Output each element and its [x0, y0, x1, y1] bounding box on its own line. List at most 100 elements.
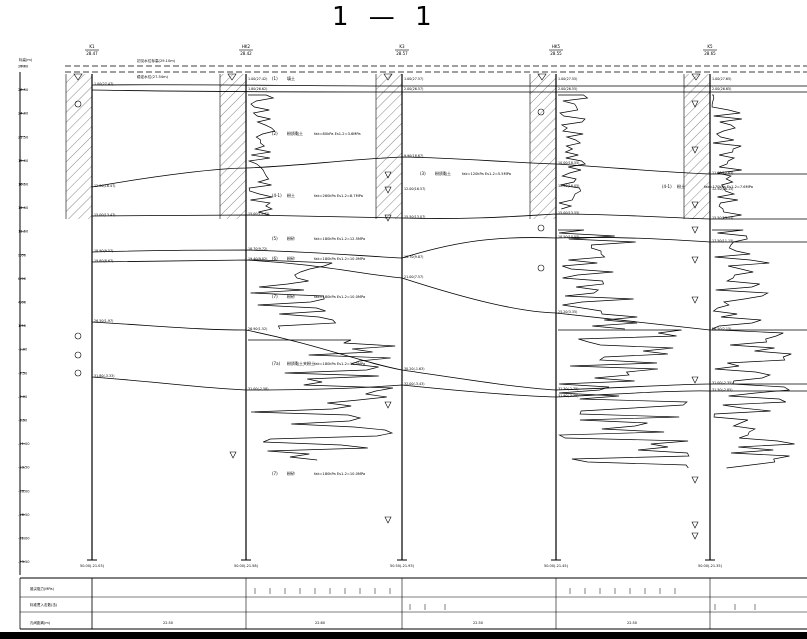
sample-triangle: [229, 451, 237, 459]
depth-label: 15.00(13.47): [94, 213, 115, 217]
cpt-curve: [558, 229, 638, 330]
section-title: 1 — 1: [332, 2, 438, 32]
layer-params: fak=180kPa Es1-2=10.0MPa: [314, 362, 365, 366]
layer-name: 粉砂: [287, 235, 295, 241]
sample-triangle: [691, 226, 699, 234]
water-level-marker: [227, 73, 237, 81]
depth-label: 30.20(-1.63): [404, 367, 425, 371]
layer-params: fak=80kPa Es1-2=3.6MPa: [314, 132, 361, 136]
elevation-tick-label: 21.50: [18, 135, 29, 139]
sample-symbol: [74, 332, 82, 340]
borehole-id: HK5: [552, 44, 561, 49]
layer-code: (7a): [272, 361, 281, 366]
layer-name: 粉质黏土: [287, 130, 303, 136]
layer-boundary: [91, 259, 807, 331]
depth-label: 31.00(-2.58): [248, 387, 269, 391]
spacing-value: 22.50: [627, 621, 637, 625]
depth-label: 31.00(-2.35): [712, 381, 733, 385]
elevation-tick-label: -1.00: [18, 348, 28, 352]
fill-layer-hatch: [376, 74, 402, 219]
elevation-tick-label: -21.00: [18, 537, 30, 541]
water-level-marker: [73, 73, 83, 81]
sample-triangle: [691, 100, 699, 108]
table-row-label: 孔间距离(m): [30, 620, 51, 625]
layer-boundary: [91, 376, 807, 398]
sample-symbol: [537, 108, 545, 116]
depth-label: 1.00(27.47): [94, 82, 113, 86]
depth-label: 31.50(-2.85): [712, 388, 733, 392]
depth-label: 18.70(9.87): [404, 255, 423, 259]
layer-code: (6): [272, 256, 278, 261]
layer-boundary: [91, 213, 807, 220]
elevation-tick-label: 24.00: [18, 112, 29, 116]
depth-label: 19.80(8.67): [94, 259, 113, 263]
sample-symbol: [537, 224, 545, 232]
depth-label: 1.00(27.42): [248, 77, 267, 81]
elevation-tick-label: 4.00: [18, 301, 27, 305]
depth-label: 12.00(16.47): [94, 184, 115, 188]
layer-name: 粉砂: [287, 255, 295, 261]
sample-triangle: [691, 256, 699, 264]
layer-boundary: [91, 321, 807, 391]
sample-triangle: [384, 401, 392, 409]
borehole-id: K5: [707, 44, 713, 49]
layer-params: fak=260kPa Es1-2=8.7MPa: [314, 194, 363, 198]
elevation-tick-label: -6.00: [18, 395, 28, 399]
borehole-elevation: 28.65: [704, 51, 716, 56]
layer-boundary: [91, 89, 807, 93]
borehole-bottom-label: 50.00(-21.03): [80, 564, 105, 568]
layer-name: 粉质黏土: [435, 170, 451, 176]
sample-triangle: [691, 376, 699, 384]
depth-label: 26.50(1.97): [94, 319, 113, 323]
depth-label: 18.50(10.05): [558, 235, 579, 239]
layer-code: (7): [272, 294, 278, 299]
elevation-tick-label: 26.50: [18, 88, 29, 92]
layer-name: 粉质黏土夹粉土: [287, 360, 315, 366]
cpt-curve: [247, 94, 276, 216]
fill-layer-hatch: [684, 74, 710, 219]
elevation-tick-label: -23.50: [18, 560, 30, 564]
layer-boundary: [91, 156, 807, 188]
water-level-marker: [537, 73, 547, 81]
elevation-tick-label: 16.50: [18, 183, 29, 187]
depth-label: 31.90(-3.35): [558, 394, 579, 398]
depth-label: 1.80(26.62): [248, 87, 267, 91]
layer-code: (1): [272, 76, 278, 81]
elevation-tick-label: 11.50: [18, 230, 29, 234]
depth-label: 19.40(9.02): [248, 257, 267, 261]
depth-label: 26.50(2.15): [712, 327, 731, 331]
sample-triangle: [384, 214, 392, 222]
stable-water-note: 稳定水位(27.54m): [137, 74, 169, 79]
elevation-tick-label: -11.00: [18, 442, 30, 446]
water-level-marker: [691, 73, 701, 81]
borehole-bottom-label: 50.50(-21.93): [390, 564, 415, 568]
layer-params: fak=120kPa Es1-2=5.5MPa: [462, 172, 511, 176]
cpt-curve: [558, 329, 690, 469]
depth-label: 32.00(-3.43): [404, 382, 425, 386]
borehole-id: K3: [399, 44, 405, 49]
depth-label: 1.00(27.55): [558, 77, 577, 81]
elevation-header: 标高(m): [19, 57, 33, 62]
elevation-tick-label: 9.00: [18, 253, 27, 257]
sample-triangle: [384, 186, 392, 194]
bottom-bar: [0, 632, 807, 639]
depth-label: 26.90(1.52): [248, 327, 267, 331]
layer-code: (3): [420, 171, 426, 176]
sample-triangle: [384, 516, 392, 524]
sample-triangle: [691, 201, 699, 209]
depth-label: 2.00(26.57): [404, 87, 423, 91]
elevation-tick-label: -8.50: [18, 419, 28, 423]
cpt-curve: [248, 339, 396, 461]
depth-label: 15.50(13.15): [712, 216, 733, 220]
depth-label: 10.00(18.55): [558, 161, 579, 165]
layer-params: fak=170kPa Es1-2=7.6MPa: [704, 185, 753, 189]
depth-label: 31.30(-2.75): [558, 387, 579, 391]
depth-label: 25.20(3.35): [558, 310, 577, 314]
sample-symbol: [74, 369, 82, 377]
layer-boundary: [91, 237, 807, 259]
depth-label: 12.50(16.15): [712, 187, 733, 191]
borehole-elevation: 28.57: [396, 51, 408, 56]
depth-label: 9.90(18.67): [404, 154, 423, 158]
